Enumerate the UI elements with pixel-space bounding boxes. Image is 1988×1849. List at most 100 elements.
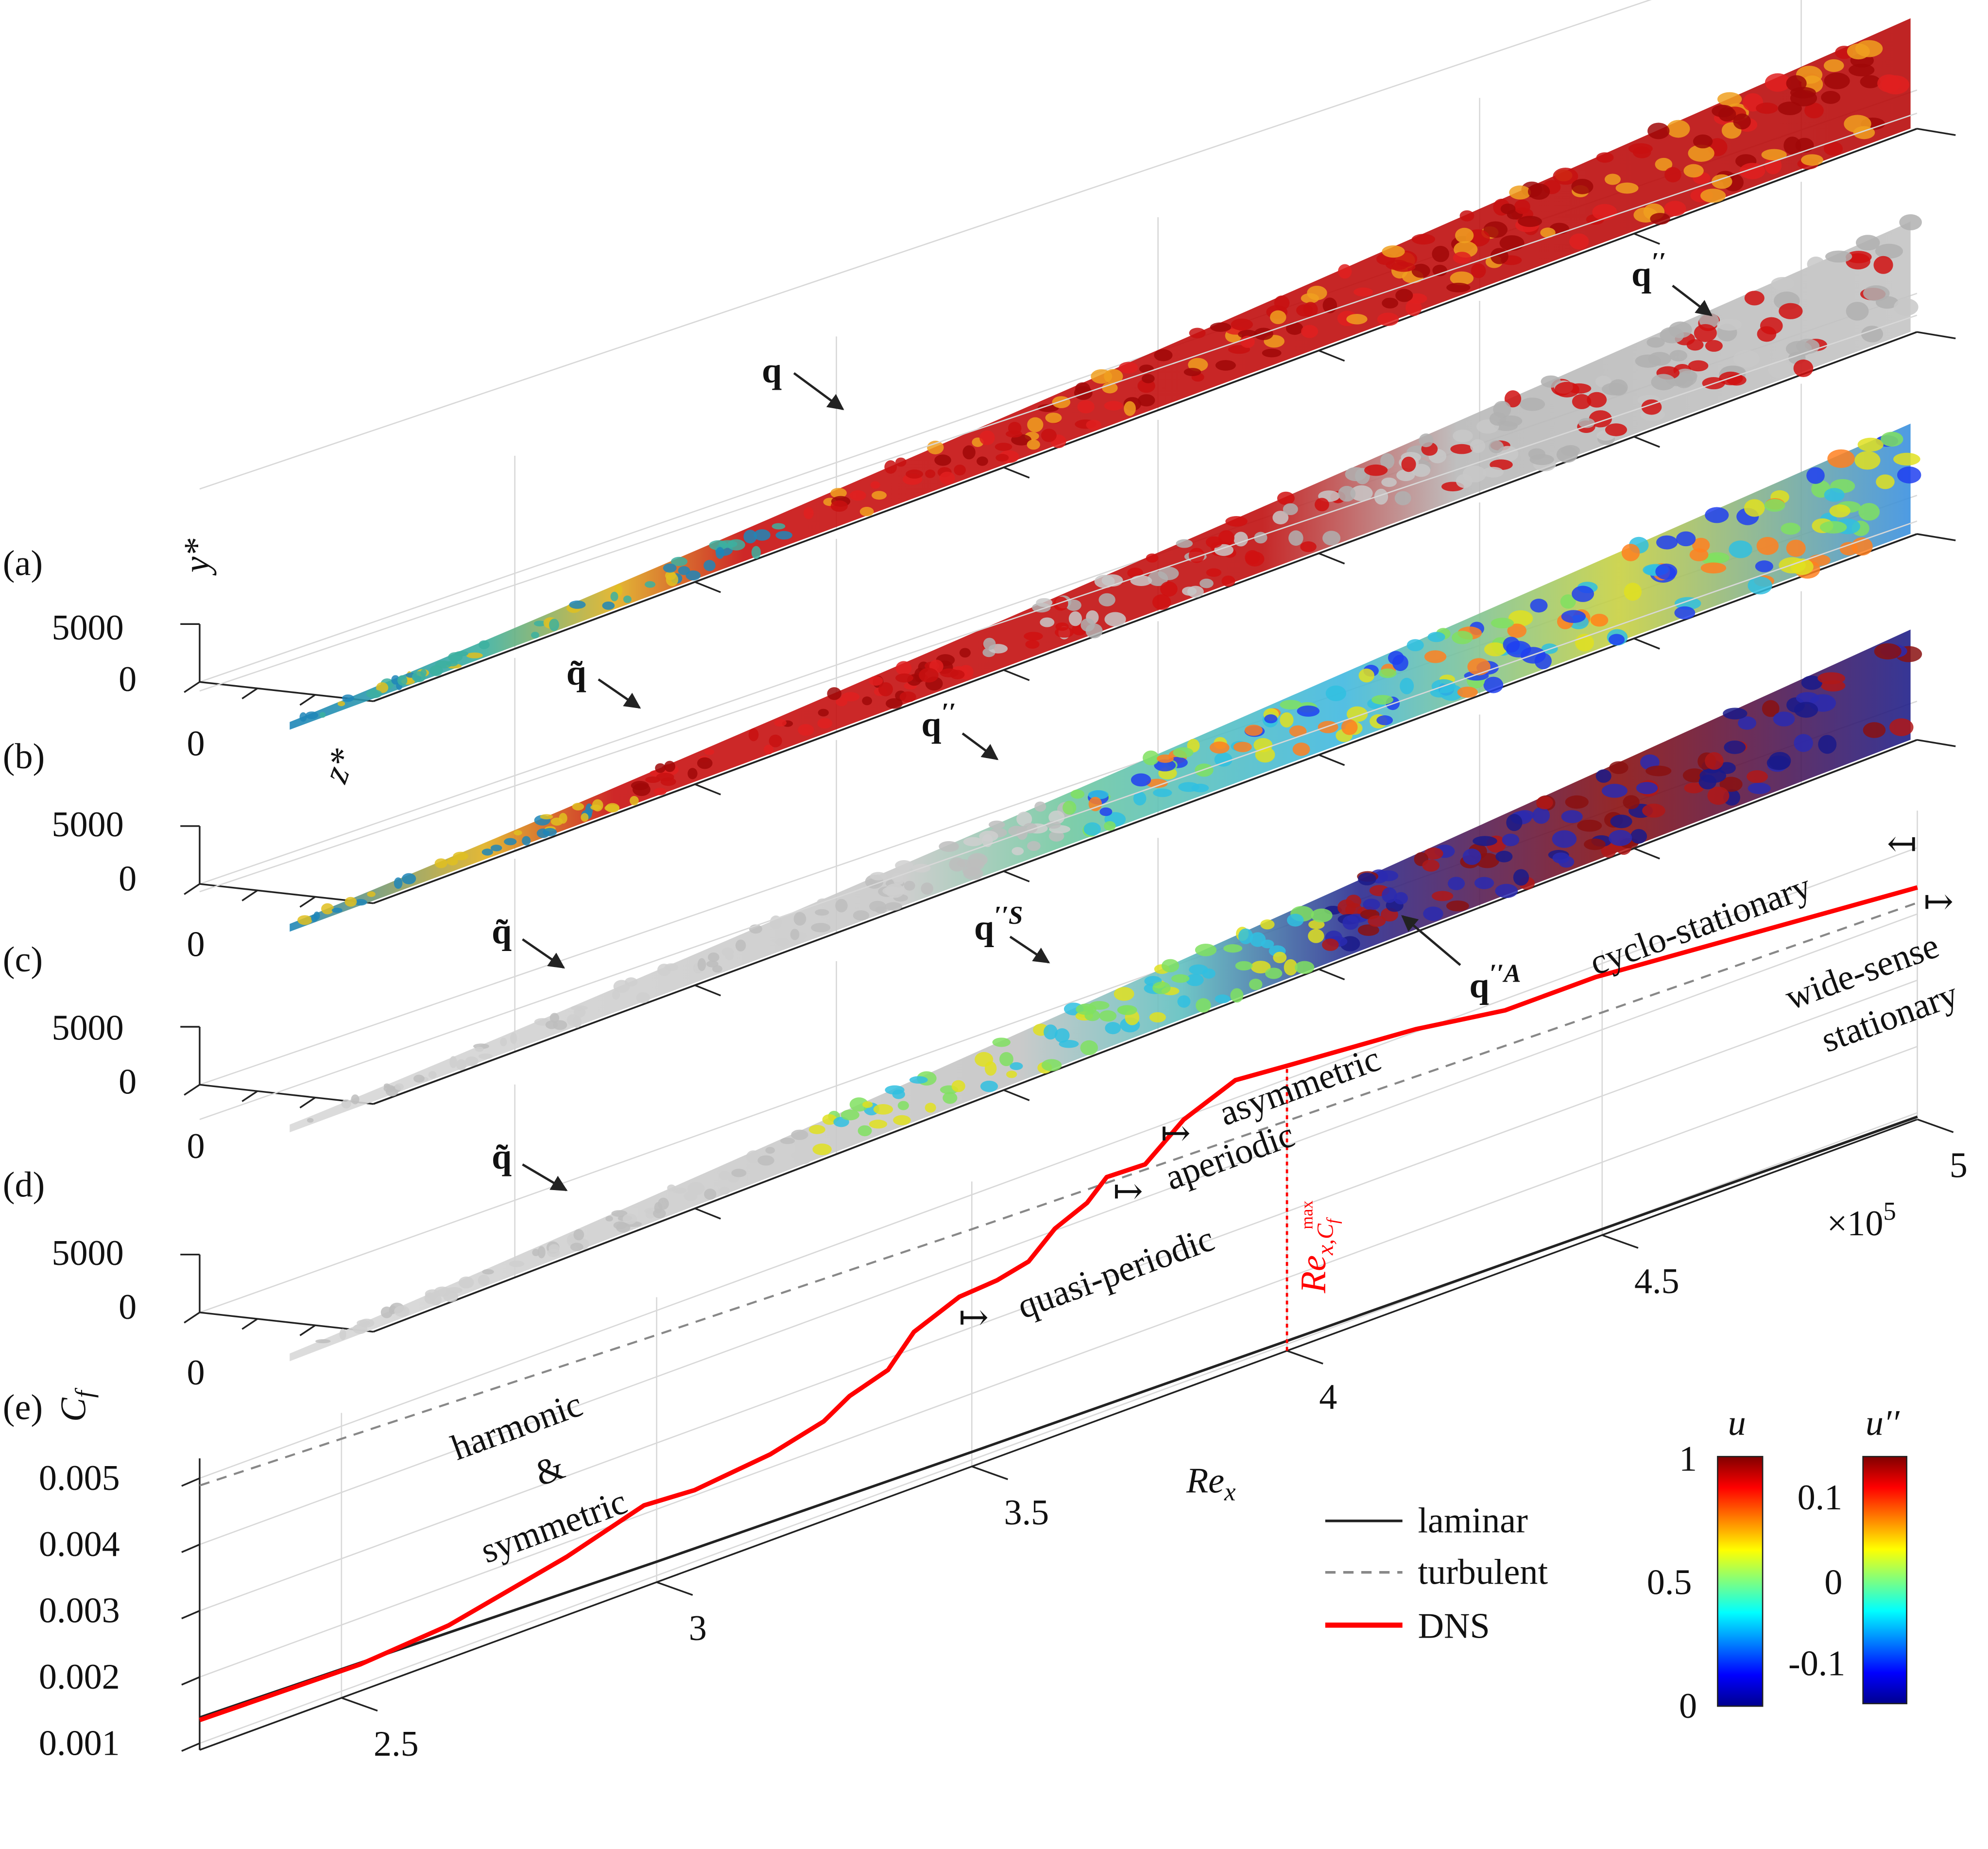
vortex-blob (337, 701, 345, 707)
rex-tick (341, 1697, 378, 1712)
annotation-qA-c: q′′A (1401, 915, 1521, 1005)
vortex-blob (1863, 285, 1890, 301)
vortex-blob (1656, 535, 1678, 550)
regime-start-marker: ↦ (1113, 1172, 1143, 1211)
vortex-blob (899, 691, 916, 703)
vortex-blob (754, 529, 771, 541)
panel-c-ticks: 5000 0 0 (51, 1008, 205, 1166)
vortex-blob (1176, 539, 1193, 548)
z-star-axis (199, 1312, 374, 1333)
vortex-blob (818, 708, 829, 717)
vortex-blob (1244, 725, 1263, 736)
vortex-blob (1733, 113, 1751, 130)
vortex-blob (1578, 418, 1595, 428)
vortex-blob (1729, 540, 1752, 558)
vortex-blob (1173, 747, 1194, 758)
vortex-blob (1717, 318, 1742, 331)
vortex-blob (1395, 289, 1413, 302)
svg-text:q′′S: q′′S (974, 901, 1023, 948)
vortex-blob (1077, 400, 1095, 414)
vortex-blob (1265, 968, 1283, 979)
vortex-blob (605, 1216, 613, 1222)
z-star-axis (199, 883, 374, 904)
vortex-blob (1669, 350, 1687, 362)
vortex-blob (305, 711, 319, 719)
streamwise-axis (373, 331, 1918, 904)
vortex-blob (1474, 877, 1494, 889)
vortex-blob (1623, 795, 1640, 810)
svg-text:q̃: q̃ (492, 912, 512, 951)
vortex-blob (1645, 765, 1672, 777)
vortex-blob (1068, 611, 1082, 626)
vortex-blob (1621, 544, 1640, 561)
grid-line (199, 913, 1918, 1545)
cf-chart: 0.001 0.002 0.003 0.004 0.005 2.5 3 3.5 4 4.5 5 (39, 811, 1968, 1764)
vortex-blob (453, 851, 469, 861)
vortex-blob (573, 1229, 584, 1241)
x-tick (1633, 847, 1660, 860)
vortex-blob (963, 837, 983, 847)
vortex-blob (1322, 531, 1341, 546)
panel-label-a: (a) (3, 544, 43, 584)
vortex-blob (1473, 836, 1497, 847)
vortex-blob (553, 1020, 567, 1030)
vortex-blob (1249, 978, 1263, 990)
vortex-blob (1707, 786, 1730, 805)
vortex-blob (1308, 929, 1324, 943)
vortex-blob (804, 507, 814, 519)
x-tick (1318, 553, 1345, 565)
vortex-blob (1274, 295, 1290, 311)
vortex-blob (1873, 256, 1893, 274)
vortex-blob (1450, 444, 1474, 454)
vortex-blob (684, 1191, 698, 1201)
vortex-blob (1380, 453, 1395, 469)
z-tick (241, 1090, 258, 1102)
vortex-blob (1823, 59, 1844, 72)
vortex-blob (950, 670, 965, 679)
vortex-blob (1571, 178, 1594, 194)
vortex-blob (1668, 321, 1692, 338)
ytick-5000: 5000 (51, 1008, 123, 1048)
vortex-blob (1250, 932, 1266, 947)
vortex-blob (1719, 371, 1743, 385)
vortex-blob (780, 1138, 795, 1144)
grid-line (199, 520, 1918, 1120)
vortex-blob (1632, 146, 1651, 158)
vortex-blob (1209, 741, 1230, 754)
vortex-blob (1394, 892, 1408, 905)
vortex-blob (775, 937, 790, 947)
vortex-blob (339, 1329, 346, 1340)
vortex-blob (1432, 245, 1449, 262)
vortex-blob (1411, 464, 1431, 477)
vortex-blob (921, 882, 934, 895)
ytick-0: 0 (119, 1287, 137, 1327)
vortex-blob (1459, 210, 1474, 222)
vortex-blob (1041, 429, 1057, 442)
vortex-blob (727, 539, 745, 551)
series-dns (199, 885, 1918, 1723)
vortex-blob (1676, 531, 1696, 547)
vortex-blob (1314, 498, 1329, 512)
vortex-blob (1647, 122, 1670, 139)
vortex-blob (1761, 149, 1787, 161)
vortex-blob (1368, 915, 1386, 927)
vortex-blob (1152, 982, 1171, 994)
vortex-blob (1196, 998, 1211, 1013)
vortex-blob (1142, 374, 1155, 383)
vortex-blob (884, 460, 897, 474)
vortex-blob (1698, 775, 1717, 790)
vortex-blob (1283, 503, 1298, 516)
vortex-blob (735, 939, 746, 951)
vortex-blob (1422, 859, 1440, 872)
vortex-blob (872, 491, 887, 500)
cf-tick (181, 1543, 200, 1553)
rex-axis (199, 1118, 1918, 1751)
svg-text:q′′: q′′ (1631, 248, 1666, 294)
vortex-blob (660, 777, 676, 786)
ztick-0: 0 (187, 924, 205, 964)
vortex-blob (1773, 711, 1795, 726)
z-tick (299, 1324, 316, 1336)
vortex-blob (1153, 788, 1172, 797)
vortex-blob (1786, 75, 1807, 92)
vortex-blob (857, 1125, 872, 1137)
